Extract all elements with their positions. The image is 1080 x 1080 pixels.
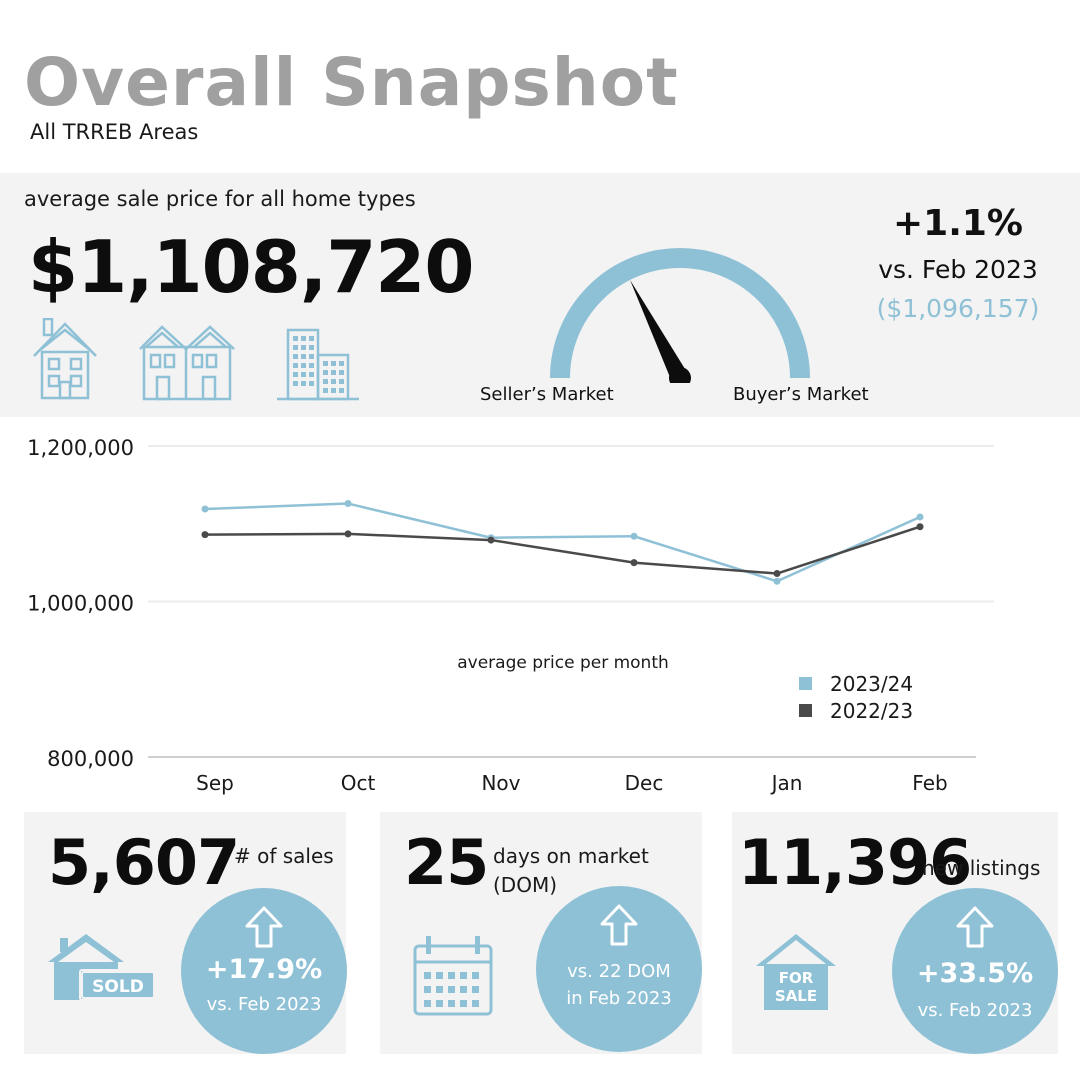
for-sale-house-icon: FOR SALE	[756, 934, 836, 1010]
dom-change-line1: vs. 22 DOM	[567, 961, 671, 982]
for-sale-text-line2: SALE	[775, 987, 817, 1005]
y-tick-label: 1,200,000	[27, 436, 134, 460]
gauge-arc	[550, 248, 810, 379]
x-tick-label: Jan	[770, 771, 803, 795]
chart-title: average price per month	[457, 653, 669, 673]
sales-count: 5,607	[48, 826, 240, 899]
x-tick-label: Dec	[625, 771, 664, 795]
series-line	[204, 502, 921, 583]
price-change-comparison: vs. Feb 2023	[878, 255, 1038, 284]
calendar-icon	[413, 936, 493, 1016]
page-title: Overall Snapshot	[24, 44, 679, 121]
buyers-market-label: Buyer’s Market	[733, 384, 869, 405]
new-listings-change-percent: +33.5%	[916, 958, 1034, 989]
page-subtitle: All TRREB Areas	[30, 120, 199, 144]
up-arrow-icon	[245, 906, 283, 948]
x-tick-label: Sep	[196, 771, 234, 795]
y-tick-label: 1,000,000	[27, 592, 134, 616]
average-price-panel: average sale price for all home types $1…	[0, 173, 1080, 417]
new-listings-change-bubble: +33.5% vs. Feb 2023	[892, 888, 1058, 1054]
dom-label-line1: days on market	[493, 844, 649, 868]
gauge-needle	[630, 279, 691, 383]
data-point	[344, 530, 352, 538]
condo-building-icon	[277, 328, 359, 401]
data-point	[916, 523, 924, 531]
market-gauge	[550, 248, 810, 383]
average-price-chart: 1,200,000 1,000,000 800,000 Sep Oct Nov Dec Ja…	[27, 436, 994, 795]
price-change-percent: +1.1%	[892, 203, 1023, 244]
sold-house-icon: SOLD	[48, 934, 155, 1001]
detached-house-icon	[33, 318, 97, 400]
data-point	[630, 559, 638, 567]
data-point	[630, 532, 638, 540]
dom-change-bubble: vs. 22 DOM in Feb 2023	[536, 886, 702, 1052]
data-point	[201, 531, 209, 539]
new-listings-label: new listings	[922, 856, 1041, 880]
previous-price-value: ($1,096,157)	[876, 294, 1040, 323]
y-tick-label: 800,000	[47, 747, 134, 771]
series-line	[204, 525, 921, 575]
new-listings-change-comparison: vs. Feb 2023	[917, 1000, 1033, 1021]
legend-label: 2023/24	[830, 672, 913, 696]
data-point	[487, 536, 495, 544]
dom-card: 25 days on market (DOM) vs. 22 DOM in Fe…	[380, 812, 702, 1054]
sellers-market-label: Seller’s Market	[480, 384, 614, 405]
dom-label-line2: (DOM)	[493, 873, 558, 897]
townhouse-icon	[139, 325, 235, 401]
dom-change-line2: in Feb 2023	[566, 988, 672, 1009]
sales-change-comparison: vs. Feb 2023	[206, 994, 322, 1015]
new-listings-card: 11,396 new listings FOR SALE +33.5% vs. …	[732, 812, 1058, 1054]
for-sale-text-line1: FOR	[779, 969, 814, 987]
data-point	[916, 513, 924, 521]
data-point	[773, 570, 781, 578]
new-listings-count: 11,396	[738, 826, 972, 899]
up-arrow-icon	[600, 904, 638, 946]
sales-label: # of sales	[234, 844, 334, 868]
legend-swatch	[799, 704, 812, 717]
sales-card: 5,607 # of sales SOLD +17.9% vs. Feb 202…	[24, 812, 347, 1054]
sales-change-percent: +17.9%	[205, 954, 323, 985]
x-tick-label: Nov	[481, 771, 520, 795]
x-tick-label: Feb	[912, 771, 947, 795]
legend-swatch	[799, 677, 812, 690]
data-point	[344, 500, 352, 508]
average-price-label: average sale price for all home types	[24, 187, 416, 211]
data-point	[201, 505, 209, 513]
x-tick-label: Oct	[341, 771, 376, 795]
data-point	[773, 577, 781, 585]
sold-sign-text: SOLD	[92, 977, 144, 997]
average-price-value: $1,108,720	[28, 225, 474, 309]
up-arrow-icon	[956, 906, 994, 948]
legend-label: 2022/23	[830, 699, 913, 723]
sales-change-bubble: +17.9% vs. Feb 2023	[181, 888, 347, 1054]
dom-value: 25	[404, 826, 489, 899]
